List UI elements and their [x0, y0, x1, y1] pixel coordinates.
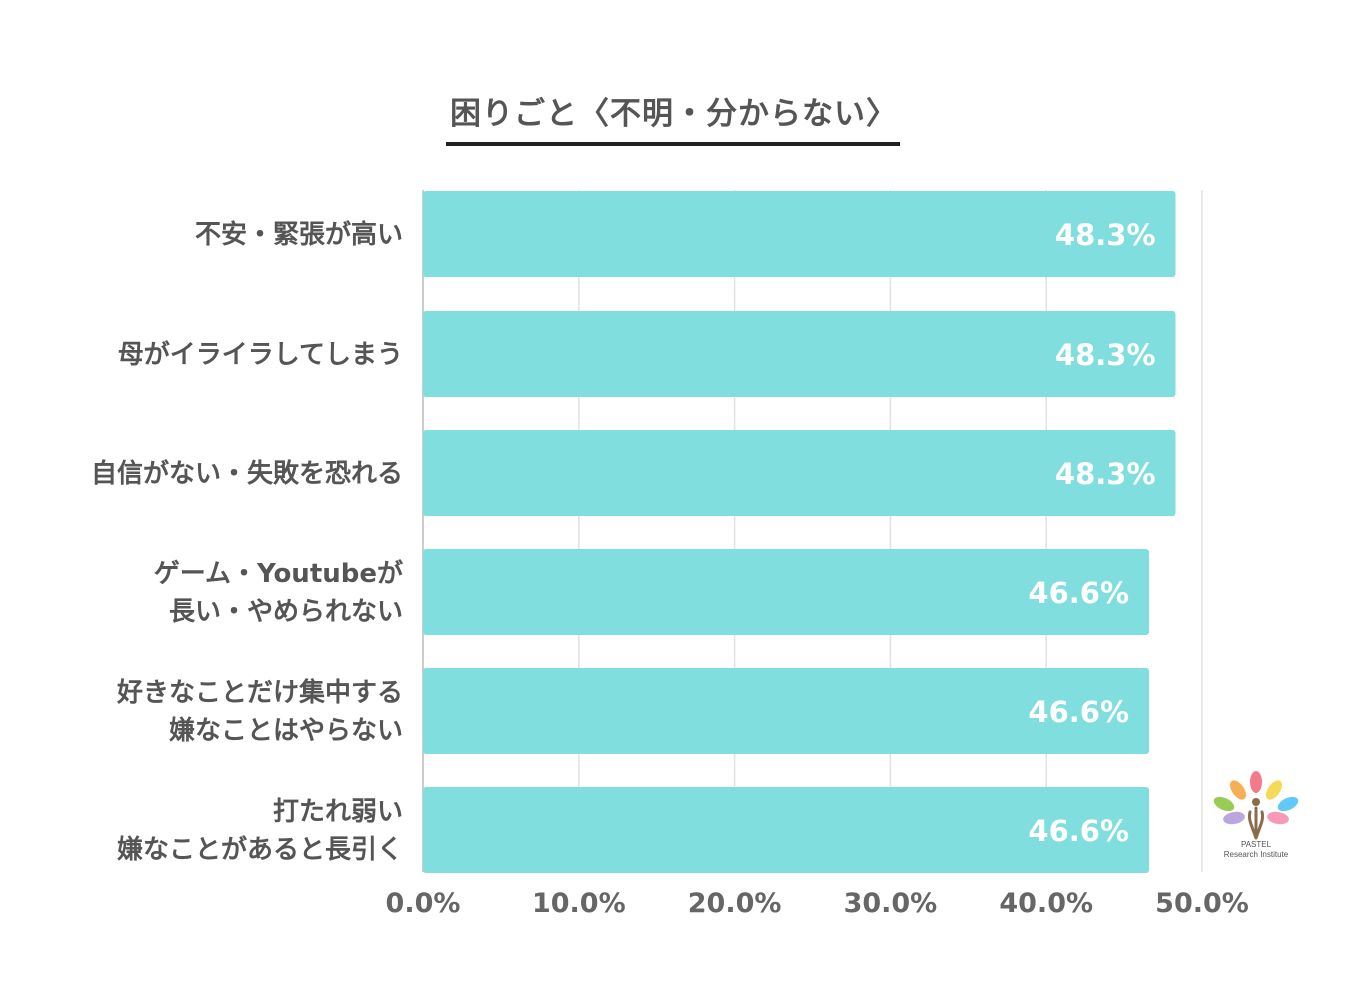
category-label-5-0: 打たれ弱い — [273, 797, 403, 827]
logo-line2: Research Institute — [1223, 850, 1289, 859]
category-label-0-0: 不安・緊張が高い — [195, 219, 403, 250]
x-tick-label-1: 10.0% — [532, 888, 626, 919]
chart-title: 困りごと〈不明・分からない〉 — [450, 96, 898, 132]
x-tick-label-5: 50.0% — [1155, 888, 1249, 919]
x-tick-label-4: 40.0% — [999, 888, 1093, 919]
logo-figure-head — [1252, 798, 1260, 806]
labels: 0.0% 10.0% 20.0% 30.0% 40.0% 50.0% 48.3% 不安・緊張が… — [91, 218, 1249, 919]
x-tick-label-0: 0.0% — [386, 888, 461, 919]
title-underline — [446, 142, 900, 146]
x-tick-label-2: 20.0% — [688, 888, 782, 919]
logo-petal-6 — [1267, 811, 1289, 825]
category-label-4-0: 好きなことだけ集中する — [116, 677, 403, 708]
bar-2 — [423, 430, 1176, 516]
logo-line1: PASTEL — [1240, 840, 1272, 849]
bar-0 — [423, 191, 1176, 277]
logo-petal-1 — [1230, 780, 1246, 800]
logo-petal-2 — [1266, 780, 1282, 800]
value-label-3: 46.6% — [1028, 576, 1129, 610]
bar-5 — [423, 787, 1150, 873]
category-label-3-1: 長い・やめられない — [169, 597, 403, 627]
value-label-2: 48.3% — [1055, 457, 1156, 491]
category-label-5-1: 嫌なことがあると長引く — [117, 834, 403, 865]
logo-petal-4 — [1277, 796, 1299, 812]
value-label-5: 46.6% — [1028, 814, 1129, 848]
category-label-3-0: ゲーム・Youtubeが — [154, 558, 403, 589]
category-label-2-0: 自信がない・失敗を恐れる — [91, 458, 403, 489]
x-tick-label-3: 30.0% — [844, 888, 938, 919]
bar-1 — [423, 311, 1176, 397]
value-label-4: 46.6% — [1028, 695, 1129, 729]
bar-4 — [423, 668, 1150, 754]
category-label-1-0: 母がイライラしてしまう — [118, 339, 403, 370]
pastel-logo — [1213, 771, 1299, 840]
logo-text: PASTEL Research Institute — [1200, 840, 1312, 860]
bar-3 — [423, 549, 1150, 635]
logo-petal-5 — [1223, 811, 1245, 825]
value-label-1: 48.3% — [1055, 338, 1156, 372]
grid-lines — [422, 190, 1203, 872]
logo-petal-0 — [1250, 771, 1262, 793]
logo-stem — [1248, 806, 1264, 840]
category-label-4-1: 嫌なことはやらない — [169, 716, 403, 746]
value-label-0: 48.3% — [1055, 218, 1156, 252]
bars — [423, 191, 1176, 873]
logo-petal-3 — [1213, 796, 1235, 812]
